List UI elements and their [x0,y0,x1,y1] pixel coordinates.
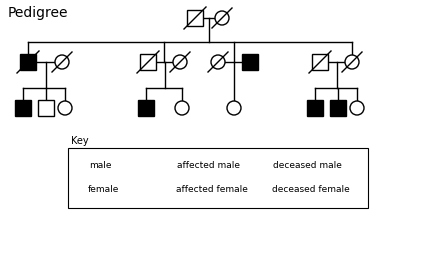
Bar [68,148,368,208]
Bar [312,54,328,70]
Circle shape [211,55,225,69]
Circle shape [75,185,85,195]
Circle shape [58,101,72,115]
Bar [307,100,323,116]
Circle shape [173,55,187,69]
Circle shape [55,55,69,69]
Bar [330,100,346,116]
Bar [74,159,86,171]
Circle shape [258,185,268,195]
Circle shape [350,101,364,115]
Bar [187,10,203,26]
Circle shape [345,55,359,69]
Text: Key: Key [71,136,89,146]
Circle shape [215,11,229,25]
Text: male: male [89,161,112,170]
Text: deceased female: deceased female [272,185,350,195]
Bar [162,159,174,171]
Text: Pedigree: Pedigree [8,6,69,20]
Bar [138,100,154,116]
Bar [37,100,54,116]
Text: female: female [88,185,120,195]
Circle shape [227,101,241,115]
Bar [15,100,31,116]
Circle shape [163,185,173,195]
Text: affected female: affected female [176,185,248,195]
Bar [257,159,269,171]
Text: deceased male: deceased male [273,161,342,170]
Text: affected male: affected male [177,161,240,170]
Bar [20,54,36,70]
Bar [242,54,258,70]
Circle shape [175,101,189,115]
Bar [140,54,156,70]
